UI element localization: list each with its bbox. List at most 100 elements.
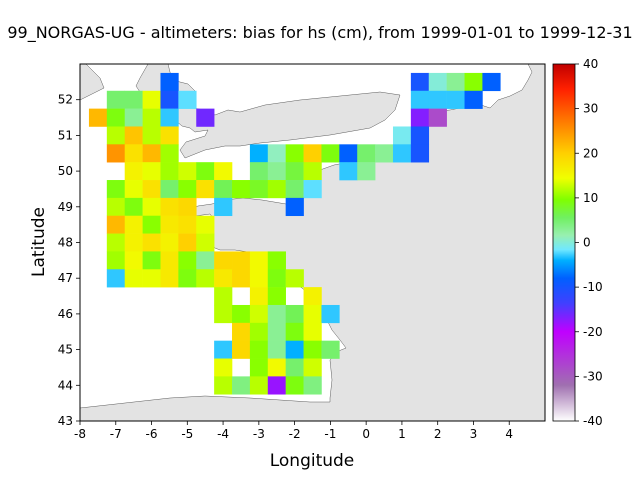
heatmap-cell (303, 180, 322, 199)
heatmap-cell (124, 233, 143, 252)
heatmap-cell (124, 180, 143, 199)
heatmap-cell (303, 162, 322, 181)
heatmap-cell (267, 287, 286, 306)
x-tick-label: 0 (362, 427, 370, 441)
heatmap-cell (285, 180, 304, 199)
x-tick-label: -5 (181, 427, 193, 441)
heatmap-cell (285, 197, 304, 217)
colorbar-ticks: 40 30 20 10 0 -10 -20 -30 -40 (575, 57, 603, 428)
heatmap-cell (285, 340, 304, 359)
heatmap-cell (339, 162, 358, 181)
heatmap-cell (410, 72, 430, 92)
heatmap-cell (267, 162, 286, 181)
heatmap-cell (232, 304, 251, 324)
x-axis-ticks: -8 -7 -6 -5 -4 -3 -2 -1 0 1 2 3 4 (74, 421, 513, 441)
heatmap-cell (124, 251, 143, 270)
heatmap-cell (267, 358, 286, 377)
x-tick-label: -1 (324, 427, 336, 441)
heatmap-cell (106, 90, 126, 109)
heatmap-cell (106, 108, 126, 127)
heatmap-cell (232, 180, 251, 199)
heatmap-cell (196, 162, 215, 181)
heatmap-cell (303, 340, 322, 359)
heatmap-cell (160, 108, 179, 127)
heatmap-cell (160, 197, 179, 217)
heatmap-cell (285, 304, 304, 324)
heatmap-cell (178, 162, 197, 181)
heatmap-cell (214, 304, 233, 324)
y-axis-ticks: 43 44 45 46 47 48 49 50 51 52 (58, 93, 80, 428)
x-tick-label: -7 (110, 427, 122, 441)
colorbar-tick-label: -10 (583, 280, 603, 294)
heatmap-cell (267, 340, 286, 359)
heatmap-cell (106, 180, 126, 199)
heatmap-cell (142, 180, 161, 199)
heatmap-cell (160, 251, 179, 270)
heatmap-cell (160, 180, 179, 199)
heatmap-cell (160, 72, 179, 92)
heatmap-cell (124, 144, 143, 163)
heatmap-cell (178, 233, 197, 252)
x-tick-label: 1 (398, 427, 406, 441)
heatmap-cell (214, 251, 233, 270)
heatmap-cell (428, 72, 447, 92)
heatmap-cell (232, 251, 251, 270)
heatmap-cell (214, 197, 233, 217)
colorbar-tick-label: 30 (583, 102, 598, 116)
x-tick-label: 3 (470, 427, 478, 441)
heatmap-cell (249, 287, 269, 306)
x-tick-label: -2 (289, 427, 301, 441)
heatmap-cell (285, 358, 304, 377)
colorbar-tick-label: 10 (583, 191, 598, 205)
heatmap-cell (285, 162, 304, 181)
heatmap-cell (357, 144, 376, 163)
colorbar: 40 30 20 10 0 -10 -20 -30 -40 (552, 57, 603, 428)
heatmap-cell (214, 162, 233, 181)
heatmap-cell (285, 376, 304, 395)
heatmap-cell (249, 251, 269, 270)
heatmap-cell (124, 215, 143, 234)
heatmap-cell (249, 322, 269, 341)
heatmap-cell (303, 144, 322, 163)
heatmap-cell (249, 180, 269, 199)
heatmap-cell (303, 358, 322, 377)
y-tick-label: 49 (58, 200, 73, 214)
heatmap-cell (321, 144, 340, 163)
heatmap-cell (196, 269, 215, 288)
heatmap-cell (303, 304, 322, 324)
heatmap-cell (232, 340, 251, 359)
map-title: 99_NORGAS-UG - altimeters: bias for hs (… (7, 23, 632, 43)
heatmap-cell (106, 251, 126, 270)
heatmap-cell (464, 90, 483, 109)
heatmap-cell (214, 269, 233, 288)
heatmap-cell (160, 162, 179, 181)
y-axis-label: Latitude (29, 207, 49, 277)
heatmap-cell (124, 108, 143, 127)
x-tick-label: -4 (217, 427, 229, 441)
heatmap-cell (196, 233, 215, 252)
heatmap-cell (267, 269, 286, 288)
heatmap-cell (303, 376, 322, 395)
heatmap-cell (142, 108, 161, 127)
heatmap-cell (178, 215, 197, 234)
heatmap-cell (267, 251, 286, 270)
heatmap-cell (446, 90, 465, 109)
heatmap-cell (249, 358, 269, 377)
heatmap-cell (142, 162, 161, 181)
heatmap-cell (482, 72, 501, 92)
heatmap-cell (428, 90, 447, 109)
heatmap-cell (232, 269, 251, 288)
y-tick-label: 51 (58, 128, 73, 142)
heatmap-cell (410, 126, 430, 145)
heatmap-cell (392, 126, 412, 145)
heatmap-cells (88, 72, 501, 395)
heatmap-cell (106, 126, 126, 145)
heatmap-cell (392, 144, 412, 163)
heatmap-cell (267, 180, 286, 199)
x-tick-label: -6 (146, 427, 158, 441)
heatmap-cell (196, 108, 215, 127)
heatmap-cell (124, 269, 143, 288)
heatmap-cell (267, 144, 286, 163)
colorbar-tick-label: -20 (583, 325, 603, 339)
